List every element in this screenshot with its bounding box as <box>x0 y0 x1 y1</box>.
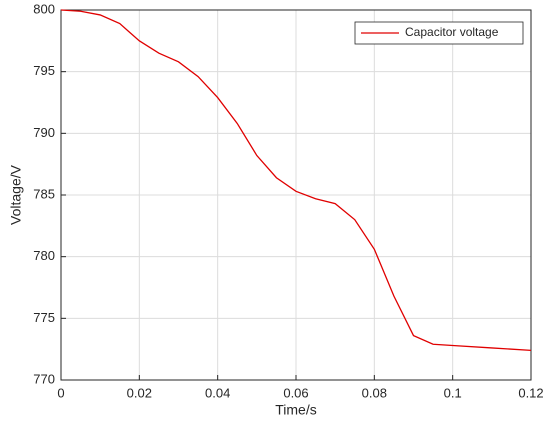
plot-frame <box>60 9 532 381</box>
x-tick-label: 0.04 <box>205 385 230 400</box>
legend-label: Capacitor voltage <box>405 25 499 39</box>
x-tick-label: 0.08 <box>362 385 387 400</box>
x-tick-label: 0.02 <box>127 385 152 400</box>
y-tick-label: 775 <box>33 310 55 325</box>
data-line <box>60 9 532 352</box>
y-tick-label: 770 <box>33 371 55 386</box>
y-tick-label: 780 <box>33 248 55 263</box>
y-tick-label: 795 <box>33 63 55 78</box>
x-tick-label: 0 <box>57 385 64 400</box>
y-tick-label: 785 <box>33 186 55 201</box>
x-tick-label: 0.06 <box>283 385 308 400</box>
y-tick-label: 800 <box>33 1 55 16</box>
x-axis-label: Time/s <box>275 402 316 418</box>
y-tick-label: 790 <box>33 125 55 140</box>
x-tick-label: 0.1 <box>444 385 462 400</box>
legend-box <box>354 21 524 45</box>
x-tick-label: 0.12 <box>518 385 543 400</box>
y-axis-label: Voltage/V <box>8 164 24 225</box>
